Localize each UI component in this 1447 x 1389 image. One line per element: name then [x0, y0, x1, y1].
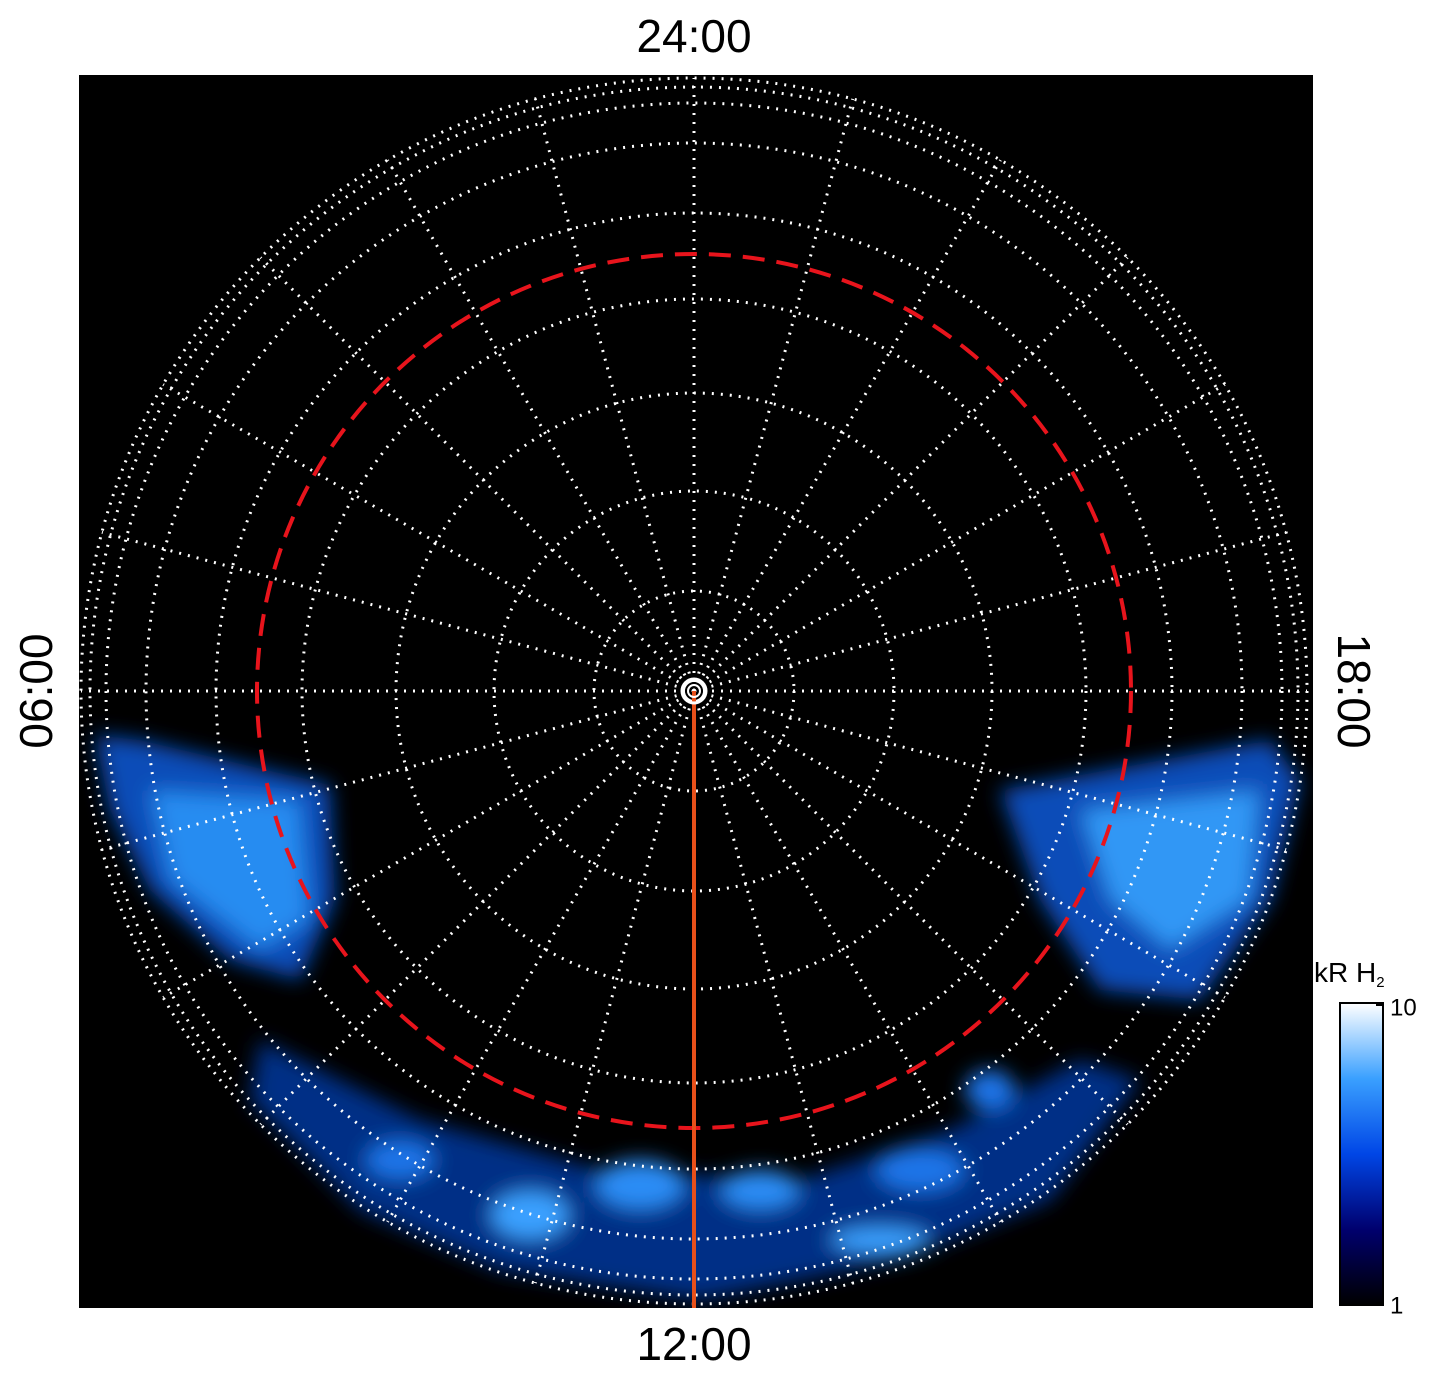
- hour-label: 18:00: [1328, 633, 1380, 748]
- polar-grid: [79, 76, 1309, 1306]
- hour-label: 06:00: [10, 633, 62, 748]
- grid-spoke: [101, 530, 695, 693]
- grid-spoke: [259, 689, 696, 1126]
- grid-spoke: [692, 689, 1129, 1126]
- colorbar-tick-label: 1: [1390, 1292, 1403, 1319]
- colorbar-title-sub: 2: [1376, 974, 1384, 991]
- colorbar-title: kR H2: [1314, 957, 1385, 991]
- grid-spoke: [162, 383, 695, 693]
- colorbar: [1339, 1002, 1384, 1306]
- grid-spoke: [693, 530, 1287, 693]
- grid-circle: [104, 101, 1284, 1281]
- colorbar-tick-label: 10: [1390, 994, 1417, 1021]
- colorbar-title-text: kR H: [1314, 957, 1376, 988]
- grid-circle: [300, 297, 1088, 1085]
- grid-circle: [144, 141, 1244, 1241]
- grid-spoke: [692, 98, 855, 692]
- grid-spoke: [693, 383, 1226, 693]
- grid-spoke: [101, 689, 695, 852]
- hour-label: 12:00: [636, 1318, 751, 1370]
- grid-spoke: [259, 256, 696, 693]
- grid-spoke: [692, 159, 1002, 692]
- grid-spoke: [693, 689, 1287, 852]
- grid-spoke: [162, 689, 695, 999]
- hour-label: 24:00: [636, 10, 751, 62]
- grid-spoke: [533, 98, 696, 692]
- grid-spoke: [693, 689, 1226, 999]
- grid-spoke: [386, 159, 696, 692]
- grid-spoke: [692, 690, 1002, 1223]
- pole-marker: [680, 677, 708, 705]
- grid-spoke: [692, 690, 855, 1284]
- grid-spoke: [692, 256, 1129, 693]
- grid-spoke: [386, 690, 696, 1223]
- pole-marker: [687, 684, 701, 698]
- grid-spoke: [533, 690, 696, 1284]
